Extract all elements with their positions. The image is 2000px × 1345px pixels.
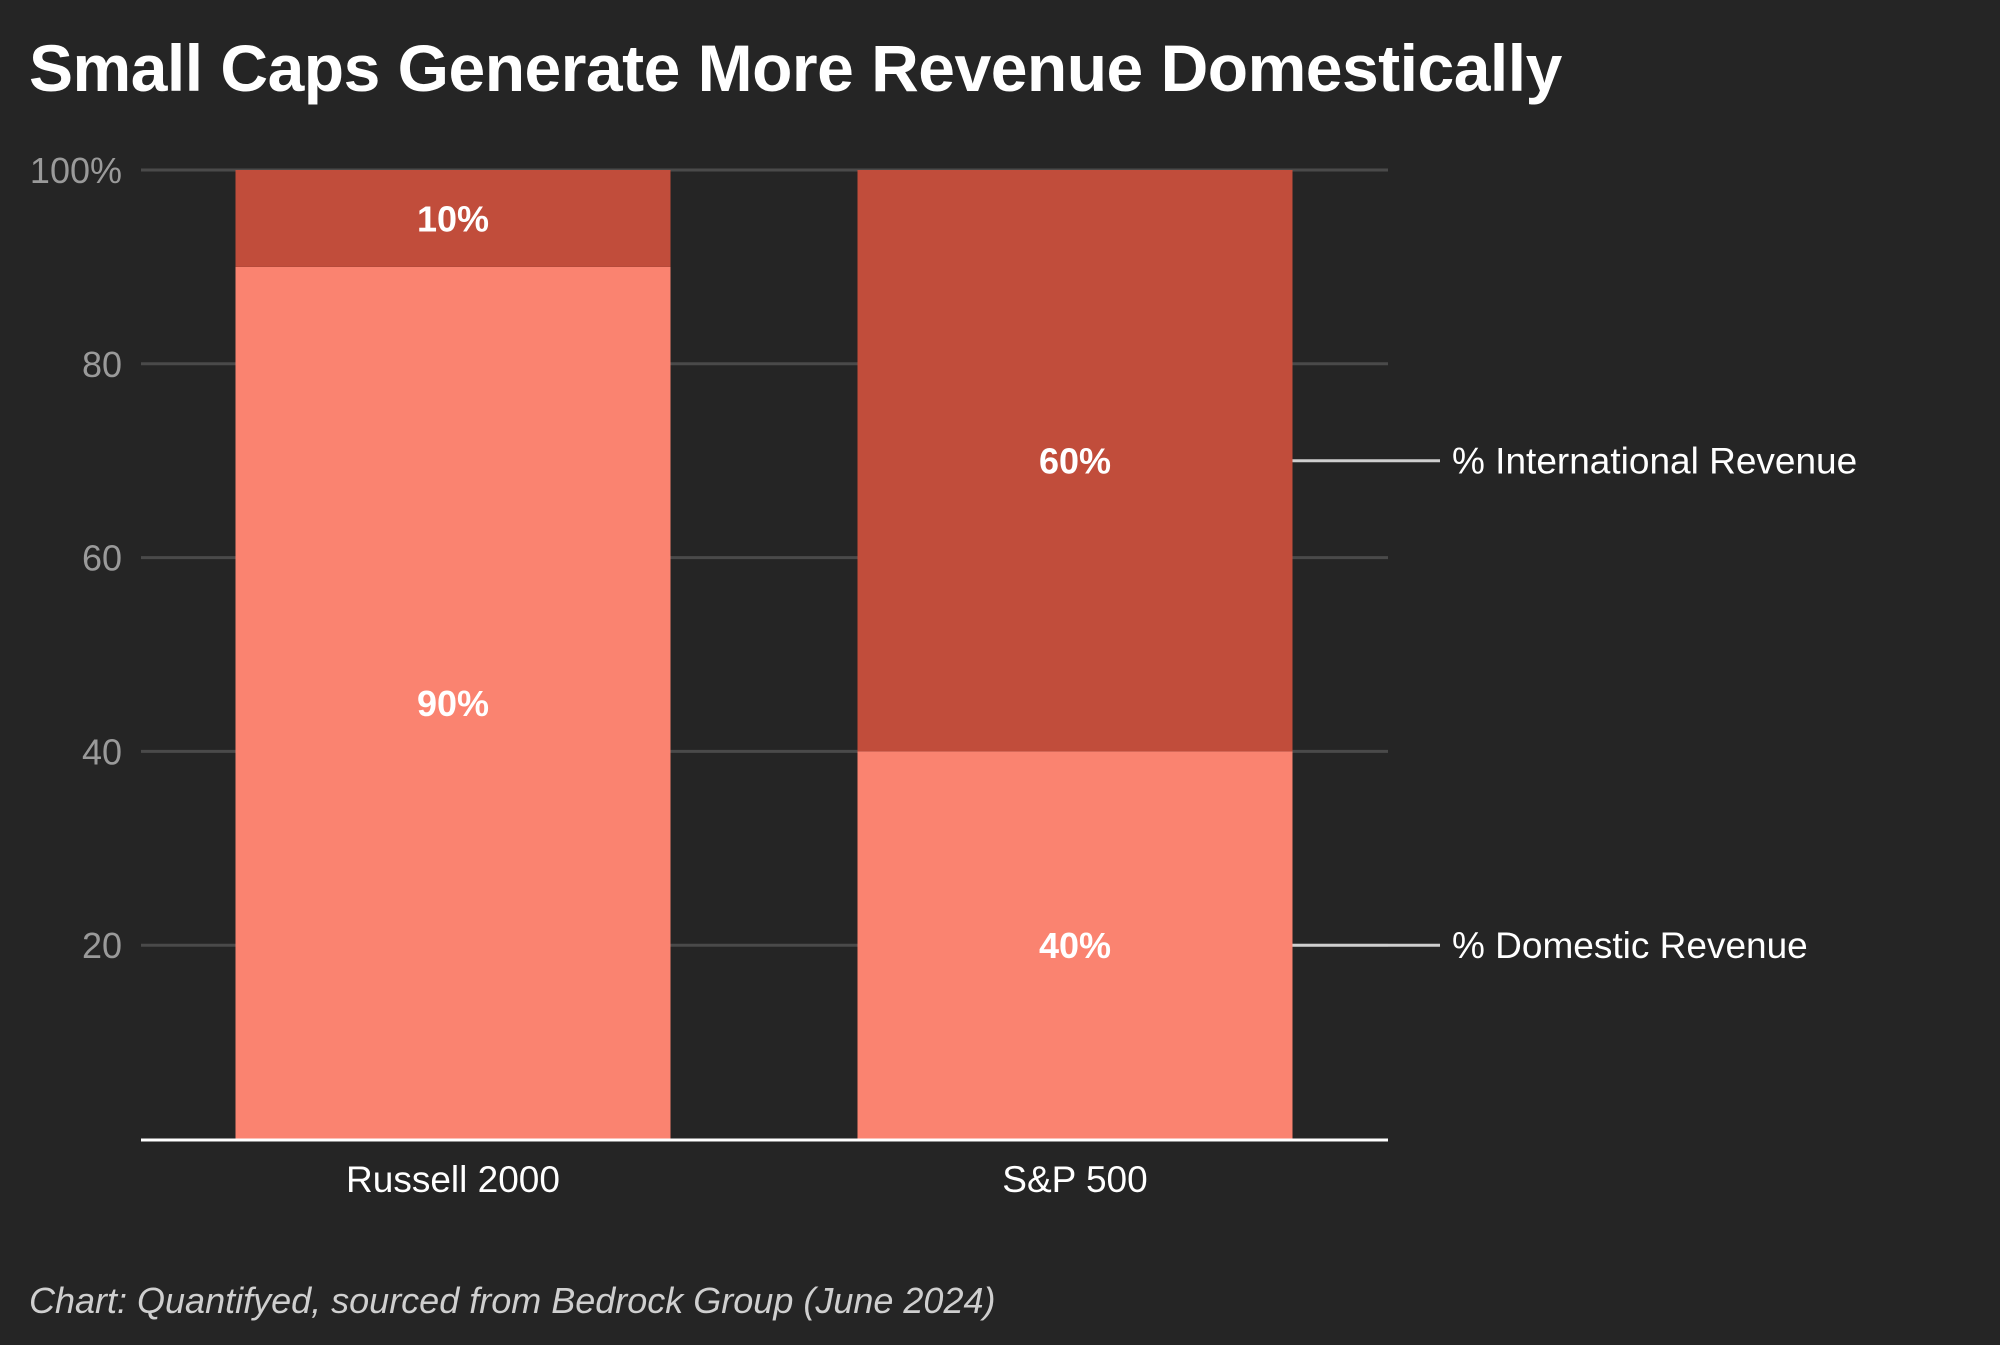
y-tick-label: 20 [82, 925, 122, 966]
y-tick-label: 80 [82, 344, 122, 385]
y-tick-label: 40 [82, 731, 122, 772]
legend: % Domestic Revenue % International Revenu… [1292, 441, 1857, 966]
bars [235, 170, 1293, 1139]
bar-value-label: 90% [417, 683, 489, 724]
bar-segment-international-0 [235, 170, 671, 267]
legend-label-international: % International Revenue [1452, 441, 1857, 482]
bar-segment-domestic-0 [235, 266, 671, 1139]
value-labels: 90% 10% 40% 60% [417, 198, 1111, 966]
bar-segment-domestic-1 [857, 751, 1293, 1139]
y-tick-label: 100% [30, 150, 122, 191]
x-tick-label: S&P 500 [1002, 1159, 1147, 1200]
chart-title: Small Caps Generate More Revenue Domesti… [29, 31, 1562, 105]
legend-label-domestic: % Domestic Revenue [1452, 925, 1808, 966]
bar-value-label: 40% [1039, 925, 1111, 966]
bar-segment-international-1 [857, 170, 1293, 752]
x-axis-ticks: Russell 2000 S&P 500 [346, 1159, 1148, 1200]
y-axis-ticks: 20 40 60 80 100% [30, 150, 122, 966]
bar-value-label: 10% [417, 198, 489, 239]
bar-value-label: 60% [1039, 441, 1111, 482]
x-tick-label: Russell 2000 [346, 1159, 560, 1200]
chart-source-note: Chart: Quantifyed, sourced from Bedrock … [29, 1280, 996, 1321]
y-tick-label: 60 [82, 538, 122, 579]
